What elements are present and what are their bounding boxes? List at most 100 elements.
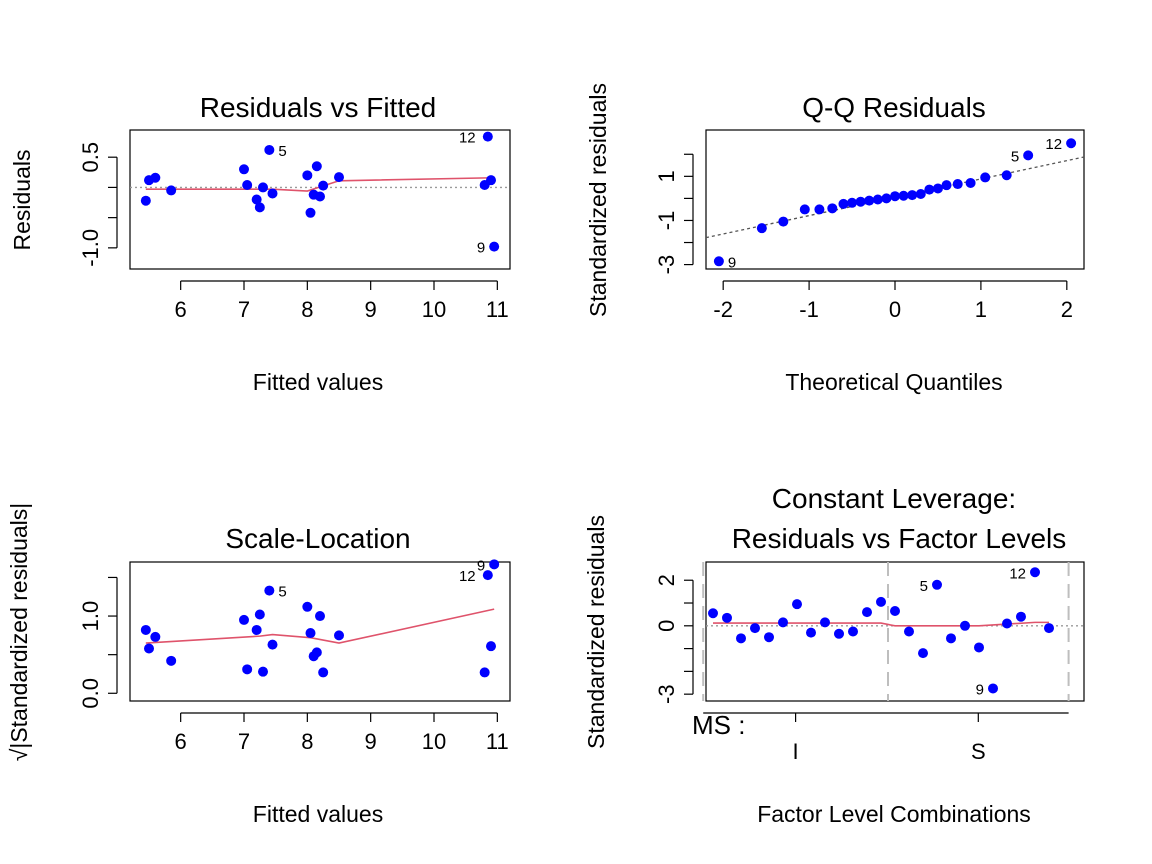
- fl-point-label: 12: [1009, 565, 1026, 582]
- fl-data-point: [918, 648, 928, 659]
- qq-data-point: [965, 177, 976, 188]
- fl-marks: -3 0 2 I S 5 12 9: [654, 562, 1084, 764]
- qq-y-axis-label: Standardized residuals: [585, 83, 611, 317]
- fl-x-axis-label: Factor Level Combinations: [757, 801, 1031, 827]
- qq-data-point: [838, 198, 849, 209]
- fl-data-point: [834, 628, 844, 639]
- fl-data-point: [960, 620, 970, 631]
- sl-x-tick-label: 6: [175, 729, 187, 754]
- qq-data-point: [881, 193, 892, 204]
- fl-factor-name: MS :: [692, 710, 745, 740]
- sl-point-label: 9: [477, 557, 485, 574]
- qq-data-point: [864, 195, 875, 206]
- sl-x-tick-label: 9: [365, 729, 377, 754]
- sl-data-point: [482, 570, 493, 581]
- rvf-data-point: [334, 172, 344, 183]
- rvf-data-point: [264, 144, 275, 155]
- fl-data-point: [862, 607, 872, 618]
- sl-y-axis-label: √|Standardized residuals|: [6, 503, 32, 762]
- rvf-data-point: [302, 170, 313, 181]
- rvf-data-point: [150, 172, 161, 183]
- rvf-y-axis-label: Residuals: [9, 150, 35, 251]
- fl-data-point: [806, 627, 816, 638]
- fl-data-point: [848, 626, 858, 637]
- sl-data-point: [258, 666, 268, 677]
- sl-data-point: [239, 614, 249, 625]
- qq-plot-frame: [705, 129, 1085, 270]
- sl-data-point: [166, 655, 177, 666]
- sl-data-point: [144, 643, 154, 654]
- rvf-smooth-line: [145, 176, 495, 192]
- sl-x-axis-label: Fitted values: [253, 801, 383, 827]
- sl-point-label: 12: [459, 568, 476, 585]
- rvf-marks: -1.0 0.5 6 7 8 9 10 11 5 12 9: [78, 130, 510, 322]
- qq-data-point: [855, 196, 866, 207]
- sl-data-point: [489, 559, 500, 570]
- sl-data-point: [267, 639, 278, 650]
- sl-data-point: [486, 641, 496, 652]
- rvf-y-tick-label: 0.5: [78, 142, 103, 173]
- qq-data-point: [1001, 170, 1012, 181]
- sl-data-point: [264, 585, 275, 596]
- sl-data-point: [150, 631, 161, 642]
- qq-data-point: [907, 190, 918, 201]
- fl-data-point: [820, 617, 830, 628]
- qq-data-point: [941, 180, 952, 191]
- rvf-data-point: [254, 202, 265, 213]
- rvf-plot-frame: [129, 129, 511, 270]
- rvf-data-point: [242, 179, 253, 190]
- rvf-data-point: [318, 180, 329, 191]
- fl-data-point: [946, 633, 956, 644]
- fl-smooth-line: [713, 621, 1049, 627]
- residuals-vs-fitted-panel: Residuals vs Fitted Fitted values Residu…: [9, 92, 511, 395]
- rvf-x-tick-label: 10: [422, 297, 446, 322]
- fl-y-axis-label: Standardized residuals: [583, 515, 609, 749]
- rvf-data-point: [251, 194, 262, 205]
- fl-data-point: [904, 626, 914, 637]
- fl-y-tick-label: 2: [654, 574, 679, 586]
- fl-data-point: [1044, 623, 1054, 634]
- qq-y-tick-label: -3: [654, 255, 679, 275]
- qq-data-point: [756, 223, 767, 234]
- sl-smooth-line: [145, 608, 495, 644]
- fl-subtitle: Residuals vs Factor Levels: [732, 523, 1067, 554]
- fl-factor-level-label: S: [971, 739, 986, 764]
- qq-data-point: [932, 183, 943, 194]
- qq-data-point: [924, 184, 935, 195]
- fl-data-point: [1030, 567, 1040, 578]
- fl-y-tick-label: 0: [654, 620, 679, 632]
- sl-data-point: [334, 630, 344, 641]
- rvf-x-tick-label: 8: [301, 297, 313, 322]
- qq-data-point: [847, 197, 858, 208]
- fl-y-tick-label: -3: [654, 684, 679, 704]
- sl-data-point: [311, 647, 322, 658]
- rvf-point-label: 5: [278, 143, 286, 160]
- rvf-x-tick-label: 9: [365, 297, 377, 322]
- qq-data-point: [898, 190, 909, 201]
- fl-data-point: [890, 605, 900, 616]
- qq-x-tick-label: 0: [889, 297, 901, 322]
- fl-title: Constant Leverage:: [772, 483, 1016, 514]
- qq-data-point: [890, 191, 900, 202]
- rvf-x-tick-label: 6: [175, 297, 187, 322]
- qq-data-point: [1023, 150, 1034, 161]
- rvf-data-point: [489, 241, 500, 252]
- sl-x-tick-label: 7: [238, 729, 250, 754]
- rvf-data-point: [482, 131, 493, 142]
- fl-point-label: 5: [920, 578, 928, 595]
- qq-x-tick-label: 2: [1061, 297, 1073, 322]
- fl-data-point: [778, 617, 788, 628]
- rvf-x-axis-label: Fitted values: [253, 369, 383, 395]
- sl-data-point: [251, 624, 262, 635]
- qq-data-point: [713, 256, 724, 267]
- qq-x-tick-label: 1: [975, 297, 987, 322]
- rvf-title: Residuals vs Fitted: [200, 92, 437, 123]
- fl-point-label: 9: [976, 681, 984, 698]
- fl-data-point: [876, 596, 886, 607]
- sl-data-point: [305, 628, 316, 639]
- rvf-data-point: [267, 188, 278, 199]
- qq-x-tick-label: -2: [713, 297, 733, 322]
- fl-data-point: [1016, 611, 1026, 622]
